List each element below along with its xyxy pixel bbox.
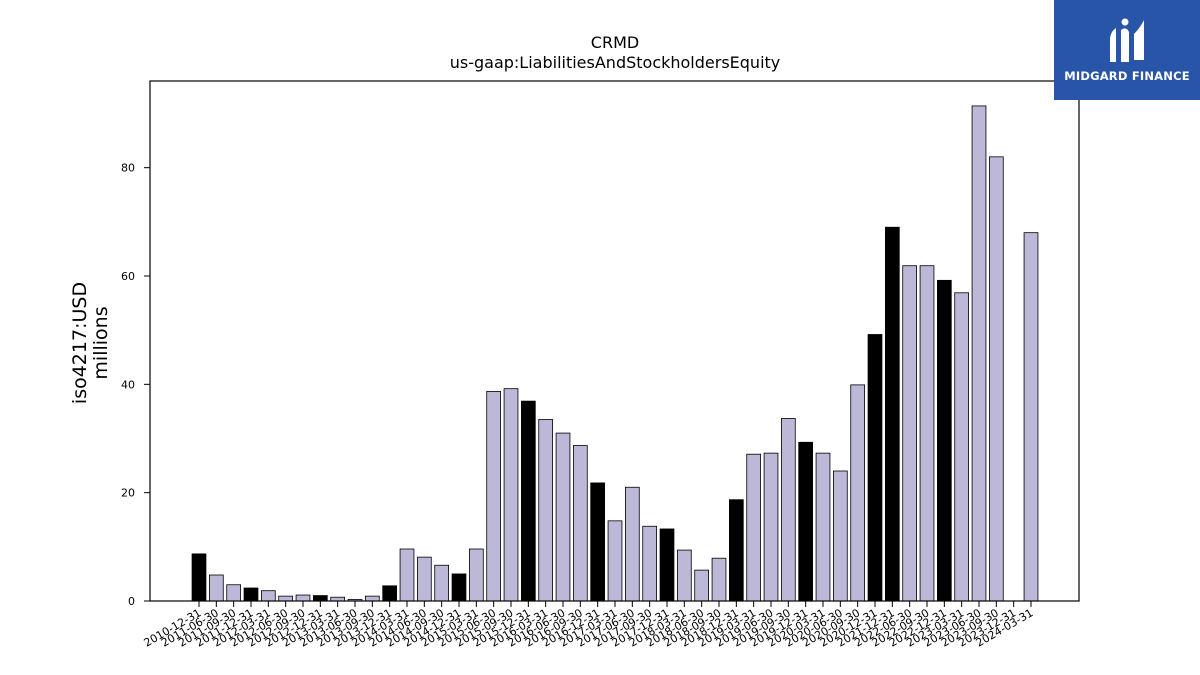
chart-title: CRMD (591, 33, 639, 52)
bar (971, 105, 987, 602)
bar (989, 156, 1004, 602)
bar (625, 486, 640, 602)
bar (607, 520, 623, 602)
bar (416, 556, 432, 602)
bar (503, 388, 519, 602)
bar (243, 587, 259, 602)
bar (191, 553, 207, 602)
bar (885, 226, 900, 602)
bar (763, 452, 779, 602)
bar (521, 400, 536, 602)
bar (226, 584, 241, 602)
y-tick-label: 60 (121, 270, 135, 283)
bar (815, 452, 831, 602)
bar (208, 574, 224, 602)
logo-text: MIDGARD FINANCE (1064, 69, 1190, 83)
bar (399, 548, 415, 602)
bar (364, 595, 380, 602)
chart-subtitle: us-gaap:LiabilitiesAndStockholdersEquity (450, 53, 781, 72)
y-axis: 0 20 40 60 80 (121, 162, 150, 608)
bar (573, 445, 588, 602)
logo-mark-icon (1110, 18, 1144, 62)
bar (382, 585, 398, 602)
bar (434, 564, 450, 602)
bar (555, 432, 571, 602)
y-tick-label: 0 (128, 595, 135, 608)
bar (468, 548, 484, 602)
bar (902, 265, 917, 602)
bar (278, 595, 294, 602)
bar (937, 279, 952, 602)
y-axis-label-line1: iso4217:USD (69, 282, 91, 404)
plot-frame (149, 80, 1080, 602)
midgard-finance-logo: MIDGARD FINANCE (1054, 0, 1200, 100)
bar (781, 418, 796, 602)
bar (729, 499, 744, 602)
bar (538, 419, 553, 602)
x-axis: 2010-12-312011-06-302011-09-302011-12-31… (142, 601, 1036, 650)
bar (642, 525, 657, 602)
bar (711, 557, 727, 602)
bar (590, 482, 605, 602)
bar (850, 384, 865, 602)
bar (919, 265, 935, 602)
bar (312, 595, 328, 602)
y-axis-label: iso4217:USD millions (69, 282, 112, 404)
bar (486, 390, 502, 602)
y-tick-label: 20 (121, 487, 135, 500)
y-axis-label-line2: millions (90, 306, 112, 379)
bar (954, 292, 969, 602)
bar (659, 528, 675, 602)
bar (867, 334, 883, 602)
bar (798, 441, 813, 602)
y-tick-label: 40 (121, 378, 135, 391)
bar (295, 594, 311, 602)
bar (694, 569, 709, 602)
bar (260, 590, 276, 602)
bar (833, 470, 848, 602)
y-tick-label: 80 (121, 162, 135, 175)
bar (1023, 232, 1039, 602)
bar (451, 573, 467, 602)
bar (746, 453, 761, 602)
bars-group (191, 105, 1039, 602)
bar (677, 549, 692, 602)
